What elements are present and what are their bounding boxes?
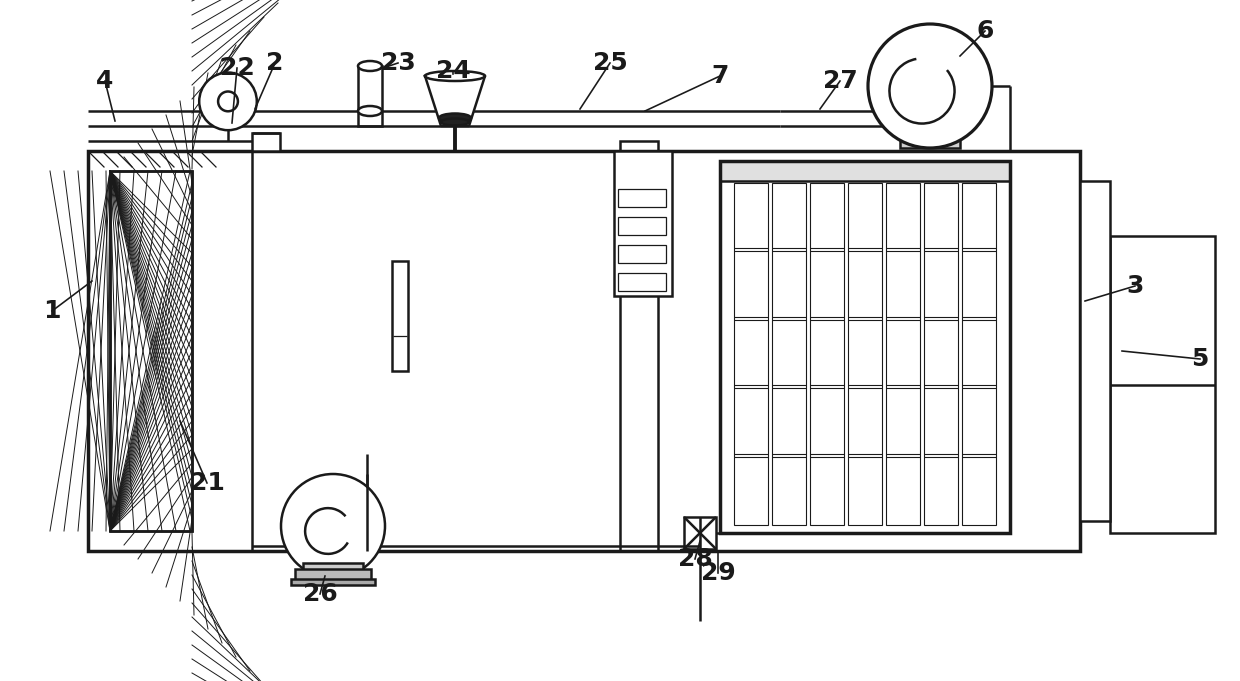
Text: 6: 6 — [976, 19, 993, 43]
Text: 21: 21 — [190, 471, 224, 495]
Bar — [252, 133, 280, 151]
Ellipse shape — [439, 114, 471, 123]
Bar — [358, 66, 382, 126]
Ellipse shape — [358, 61, 382, 71]
Circle shape — [281, 474, 384, 578]
Text: 26: 26 — [303, 582, 337, 606]
Bar — [810, 183, 844, 525]
Bar — [773, 183, 806, 525]
Bar — [924, 183, 959, 525]
Text: 25: 25 — [593, 51, 627, 75]
Bar — [900, 133, 960, 148]
Bar — [392, 261, 408, 371]
Bar — [110, 171, 192, 531]
Bar — [618, 217, 666, 235]
Bar — [620, 141, 658, 551]
Text: 22: 22 — [219, 56, 254, 80]
Text: 4: 4 — [97, 69, 114, 93]
Text: 7: 7 — [712, 64, 729, 88]
Circle shape — [218, 91, 238, 111]
Text: 23: 23 — [381, 51, 415, 75]
Ellipse shape — [441, 118, 469, 125]
Text: 5: 5 — [1192, 347, 1209, 371]
Bar — [887, 183, 920, 525]
Bar — [734, 183, 768, 525]
Bar — [110, 171, 192, 531]
Bar — [720, 161, 1011, 533]
Bar — [303, 563, 363, 571]
Bar — [962, 183, 996, 525]
Bar — [848, 183, 882, 525]
Text: 29: 29 — [701, 561, 735, 585]
Polygon shape — [425, 76, 485, 126]
Bar — [295, 569, 371, 581]
Bar — [291, 579, 374, 585]
Bar — [618, 273, 666, 291]
Bar — [88, 151, 1080, 551]
Text: 28: 28 — [677, 547, 712, 571]
Ellipse shape — [358, 106, 382, 116]
Bar — [684, 517, 715, 549]
Bar — [618, 189, 666, 207]
Text: 3: 3 — [1126, 274, 1143, 298]
Text: 2: 2 — [267, 51, 284, 75]
Bar — [614, 151, 672, 296]
Bar — [1110, 236, 1215, 533]
Circle shape — [868, 24, 992, 148]
Bar — [1080, 181, 1110, 521]
Text: 24: 24 — [435, 59, 470, 83]
Text: 27: 27 — [822, 69, 857, 93]
Circle shape — [200, 73, 257, 130]
Ellipse shape — [425, 71, 485, 81]
Bar — [720, 161, 1011, 533]
Text: 1: 1 — [43, 299, 61, 323]
Bar — [720, 161, 1011, 181]
Bar — [618, 245, 666, 263]
